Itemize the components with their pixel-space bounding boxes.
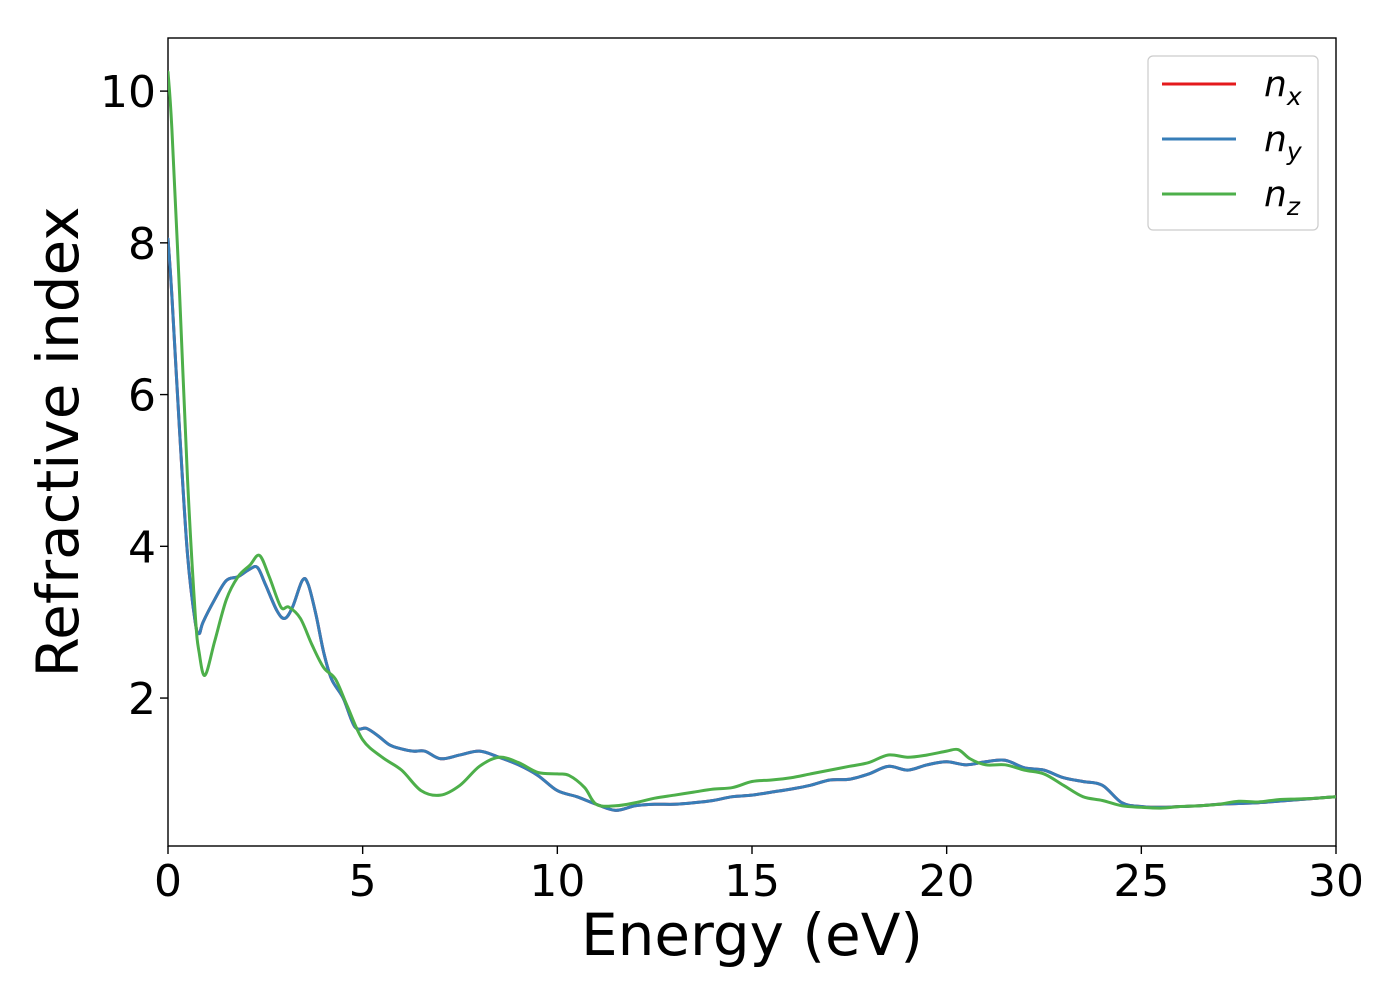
legend-entries: nx ny nz	[1162, 64, 1303, 221]
x-tick-label: 10	[529, 856, 585, 907]
x-tick-label: 30	[1308, 856, 1364, 907]
x-tick-label: 25	[1113, 856, 1169, 907]
x-tick-label: 15	[724, 856, 780, 907]
legend-label-nz: nz	[1264, 174, 1301, 221]
legend-label-ny: ny	[1264, 119, 1303, 166]
y-axis-label: Refractive index	[24, 206, 92, 677]
x-tick-label: 0	[154, 856, 182, 907]
y-tick-label: 8	[128, 219, 156, 270]
y-tick-label: 2	[128, 674, 156, 725]
series-line-nz	[168, 70, 1336, 810]
legend: nx ny nz	[1147, 55, 1319, 231]
x-axis-label: Energy (eV)	[581, 901, 923, 969]
legend-box	[1147, 55, 1319, 231]
plot-area-frame	[167, 37, 1337, 847]
y-axis-ticks: 2 4 6 8 10	[100, 67, 168, 725]
y-tick-label: 6	[128, 371, 156, 422]
x-axis-ticks: 0 5 10 15 20 25 30	[154, 846, 1364, 907]
legend-label-nx: nx	[1264, 64, 1302, 111]
x-tick-label: 20	[919, 856, 975, 907]
series-layer	[168, 70, 1336, 812]
x-tick-label: 5	[349, 856, 377, 907]
y-tick-label: 4	[128, 522, 156, 573]
y-tick-label: 10	[100, 67, 156, 118]
